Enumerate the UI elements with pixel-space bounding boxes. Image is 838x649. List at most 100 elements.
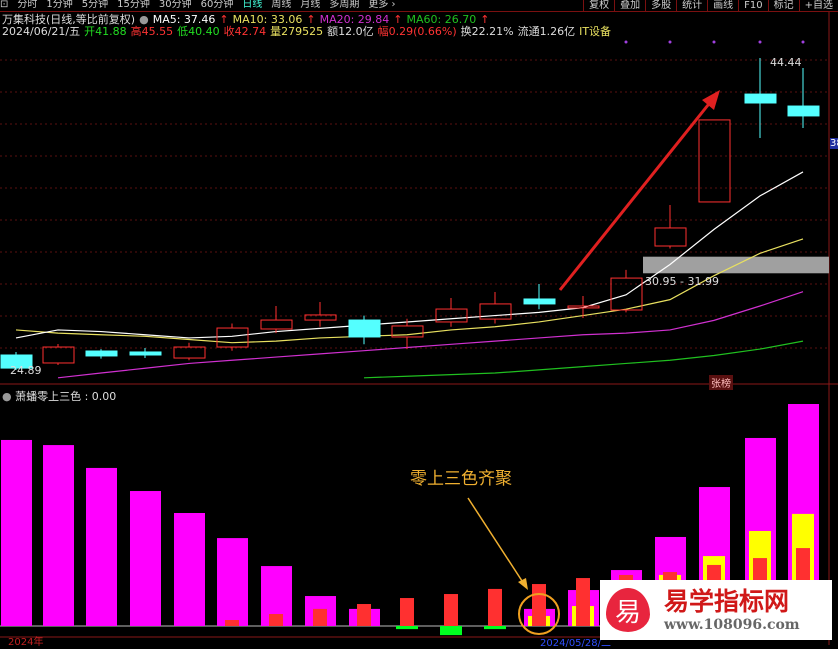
candle-body xyxy=(610,277,643,311)
red-bar xyxy=(225,620,239,626)
info-row: 2024/06/21/五 开41.88 高45.55 低40.40 收42.74… xyxy=(2,25,611,38)
highlight-circle xyxy=(518,593,560,635)
red-bar xyxy=(488,588,502,626)
change: 幅0.29(0.66%) xyxy=(377,25,457,38)
magenta-bar xyxy=(1,439,32,626)
ma10-label: MA10: 33.06 xyxy=(232,13,303,26)
toolbar-button[interactable]: 叠加 xyxy=(614,0,645,11)
period-tab[interactable]: 多周期 xyxy=(329,0,360,10)
low-label: 24.89 xyxy=(10,364,42,377)
candle-body xyxy=(348,319,381,338)
magenta-bar xyxy=(217,538,248,626)
candle-body xyxy=(216,327,249,348)
trend-arrow xyxy=(558,99,714,291)
green-bar xyxy=(440,626,462,636)
candle-body xyxy=(260,319,293,330)
indicator-title: ● 萧蟠零上三色 : 0.00 xyxy=(2,388,116,404)
ma60-label: MA60: 26.70 xyxy=(406,13,477,26)
toolbar-button[interactable]: 多股 xyxy=(645,0,676,11)
annotation-arrow xyxy=(467,497,525,585)
period-tab[interactable]: 1分钟 xyxy=(46,0,73,10)
period-tab[interactable]: 分时 xyxy=(17,0,38,10)
candle-body xyxy=(435,308,468,323)
ma10-line xyxy=(15,238,804,344)
magenta-bar xyxy=(174,513,205,626)
red-bar xyxy=(532,584,546,626)
candle-body xyxy=(304,314,337,321)
cursor-date: 2024/05/28/二 xyxy=(540,638,612,649)
candle-body xyxy=(85,350,118,357)
date: 2024/06/21/五 xyxy=(2,25,81,38)
signal-dot xyxy=(624,40,628,44)
toolbar-button[interactable]: +自选 xyxy=(798,0,838,11)
candle-body xyxy=(787,105,820,117)
candle-body xyxy=(523,298,556,305)
magenta-bar xyxy=(130,491,161,626)
period-tab[interactable]: 周线 xyxy=(271,0,292,10)
candle-body xyxy=(129,351,162,356)
toolbar-button[interactable]: F10 xyxy=(738,0,767,11)
indicator-name: 萧蟠零上三色 : 0.00 xyxy=(15,390,117,403)
magenta-bar xyxy=(43,445,74,626)
dropdown-icon[interactable]: ● xyxy=(139,13,149,26)
toolbar-button[interactable]: 复权 xyxy=(583,0,614,11)
flame-logo-icon: 易 xyxy=(606,588,650,632)
red-bar xyxy=(357,604,371,626)
timeline-start: 2024年 xyxy=(8,637,44,648)
candle-body xyxy=(744,93,777,104)
signal-dot xyxy=(758,40,762,44)
watermark-logo: 易 易学指标网 www.108096.com xyxy=(600,580,832,640)
red-bar xyxy=(313,608,327,626)
green-bar xyxy=(484,626,506,630)
dropdown-icon[interactable]: ● xyxy=(2,390,16,403)
header-row: 万集科技(日线,等比前复权) ● MA5: 37.46 ↑ MA10: 33.06… xyxy=(2,13,489,26)
up-arrow-icon: ↑ xyxy=(480,13,490,26)
red-bar xyxy=(400,598,414,626)
industry: IT设备 xyxy=(579,25,612,38)
candle-body xyxy=(42,346,75,364)
toolbar-button[interactable]: 标记 xyxy=(767,0,799,11)
period-tab[interactable]: 60分钟 xyxy=(200,0,234,10)
logo-url: www.108096.com xyxy=(664,617,800,633)
candle-body xyxy=(173,346,206,359)
signal-dot xyxy=(801,40,805,44)
volume: 量279525 xyxy=(270,25,324,38)
period-tab[interactable]: 5分钟 xyxy=(81,0,109,10)
toolbar-button[interactable]: 统计 xyxy=(676,0,707,11)
amount: 额12.0亿 xyxy=(327,25,374,38)
candle-body xyxy=(698,119,731,203)
magenta-bar xyxy=(86,467,117,626)
red-bar xyxy=(444,594,458,626)
low: 低40.40 xyxy=(177,25,220,38)
logo-name: 易学指标网 xyxy=(664,587,790,616)
up-arrow-icon: ↑ xyxy=(393,13,403,26)
up-arrow-icon: ↑ xyxy=(306,13,316,26)
toolbar-button[interactable]: 画线 xyxy=(707,0,738,11)
period-tab[interactable]: 更多 › xyxy=(368,0,396,10)
candle-body xyxy=(0,354,33,369)
float-shares: 流通1.26亿 xyxy=(517,25,576,38)
period-tab[interactable]: 15分钟 xyxy=(117,0,150,10)
trend-arrow-head xyxy=(702,90,720,110)
ma5-label: MA5: 37.46 xyxy=(152,13,216,26)
period-tab[interactable]: 月线 xyxy=(300,0,321,10)
red-bar xyxy=(576,578,590,626)
tag-label: 张榜 xyxy=(709,375,733,390)
candle-body xyxy=(654,227,687,247)
period-tab[interactable]: 30分钟 xyxy=(158,0,192,10)
ma20-line xyxy=(57,291,804,379)
candle-body xyxy=(479,303,512,320)
ma20-label: MA20: 29.84 xyxy=(319,13,390,26)
menu-icon[interactable]: ⊡ xyxy=(0,0,9,10)
green-bar xyxy=(396,626,418,630)
close: 收42.74 xyxy=(223,25,267,38)
period-menu: ⊡ 分时 1分钟 5分钟 15分钟 30分钟 60分钟 日线 周线 月线 多周期 更多 › xyxy=(0,0,838,12)
annotation-arrow-head xyxy=(518,578,528,590)
red-bar xyxy=(269,614,283,626)
band-label: 30.95 - 31.99 xyxy=(645,275,719,288)
ma60-line xyxy=(363,340,804,379)
signal-dot xyxy=(712,40,716,44)
candle-body xyxy=(567,305,600,309)
period-tab[interactable]: 日线 xyxy=(242,0,263,10)
